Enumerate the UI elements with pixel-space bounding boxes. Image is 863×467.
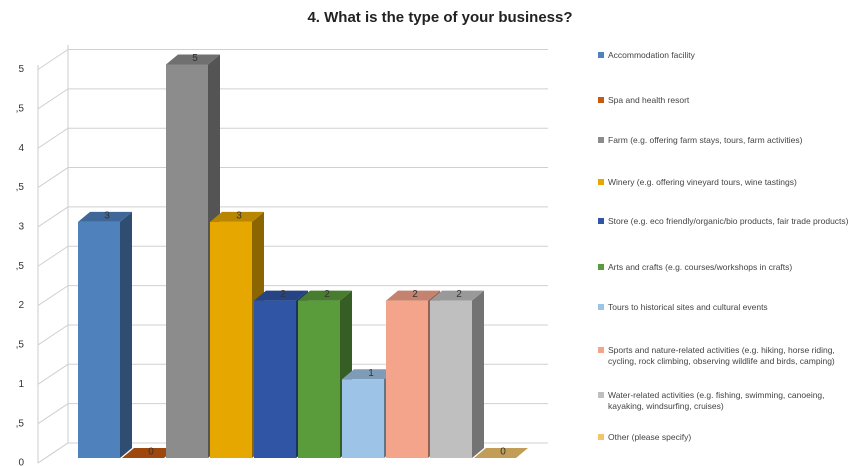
legend-swatch <box>598 137 604 143</box>
y-tick-label: ,5 <box>16 261 25 272</box>
legend-label: Arts and crafts (e.g. courses/workshops … <box>608 262 793 272</box>
legend-label: Sports and nature-related activities (e.… <box>608 345 835 366</box>
legend-entry: Spa and health resort <box>598 95 860 106</box>
data-label: 1 <box>368 368 374 379</box>
bar <box>166 64 208 458</box>
grid-line <box>37 167 548 188</box>
legend-entry: Store (e.g. eco friendly/organic/bio pro… <box>598 216 860 227</box>
grid-line <box>37 127 548 149</box>
legend-swatch <box>598 434 604 440</box>
y-tick-label: 5 <box>18 64 24 75</box>
bar-top <box>342 369 396 380</box>
bar <box>298 300 340 458</box>
bar-top <box>386 290 440 301</box>
legend-entry: Accommodation facility <box>598 50 860 61</box>
data-label: 2 <box>324 289 330 300</box>
data-label: 2 <box>412 289 418 300</box>
bar-top <box>430 290 484 301</box>
legend-label: Store (e.g. eco friendly/organic/bio pro… <box>608 216 849 226</box>
data-label: 2 <box>280 289 286 300</box>
legend-entry: Water-related activities (e.g. fishing, … <box>598 390 860 412</box>
legend-entry: Other (please specify) <box>598 432 860 443</box>
legend-swatch <box>598 179 604 185</box>
bar <box>78 221 120 458</box>
y-tick-label: ,5 <box>16 340 25 351</box>
bar <box>254 300 296 458</box>
bar-top <box>78 211 132 222</box>
y-tick-label: 4 <box>18 143 24 154</box>
legend-label: Water-related activities (e.g. fishing, … <box>608 390 825 411</box>
bar-top <box>298 290 352 301</box>
y-tick-label: ,5 <box>16 103 25 114</box>
bar-top <box>166 54 220 65</box>
legend-label: Winery (e.g. offering vineyard tours, wi… <box>608 177 797 187</box>
legend-entry: Tours to historical sites and cultural e… <box>598 302 860 313</box>
bar-side <box>472 290 484 458</box>
bar <box>430 300 472 458</box>
grid-line <box>37 49 548 70</box>
data-label: 3 <box>236 211 242 222</box>
legend-swatch <box>598 218 604 224</box>
bar-side <box>120 211 132 458</box>
y-tick-label: 0 <box>18 458 24 467</box>
grid-line <box>37 285 548 307</box>
data-label: 2 <box>456 289 462 300</box>
y-tick-label: ,5 <box>16 418 25 429</box>
chart: 4. What is the type of your business? 0,… <box>16 9 573 467</box>
legend-entry: Arts and crafts (e.g. courses/workshops … <box>598 262 860 273</box>
legend-swatch <box>598 97 604 103</box>
data-label: 0 <box>500 447 506 458</box>
legend-swatch <box>598 264 604 270</box>
legend-entry: Sports and nature-related activities (e.… <box>598 345 860 367</box>
y-tick-label: 1 <box>18 379 24 390</box>
legend-swatch <box>598 52 604 58</box>
legend-label: Farm (e.g. offering farm stays, tours, f… <box>608 135 803 145</box>
legend-entry: Winery (e.g. offering vineyard tours, wi… <box>598 177 860 188</box>
grid-line <box>37 245 548 267</box>
bar <box>342 379 384 458</box>
legend-label: Accommodation facility <box>608 50 695 60</box>
data-label: 3 <box>104 211 110 222</box>
bar-top <box>210 211 264 222</box>
legend-swatch <box>598 392 604 398</box>
bar-top <box>474 448 528 458</box>
legend-entry: Farm (e.g. offering farm stays, tours, f… <box>598 135 860 146</box>
y-tick-label: 3 <box>18 222 24 233</box>
data-label: 0 <box>148 447 154 458</box>
data-label: 5 <box>192 53 198 64</box>
legend-label: Tours to historical sites and cultural e… <box>608 302 768 312</box>
legend-swatch <box>598 304 604 310</box>
legend-label: Other (please specify) <box>608 432 692 442</box>
legend-swatch <box>598 347 604 353</box>
bar-top <box>122 448 176 458</box>
y-tick-label: ,5 <box>16 182 25 193</box>
legend-label: Spa and health resort <box>608 95 690 105</box>
grid-line <box>37 88 548 110</box>
bar <box>386 300 428 458</box>
bar-top <box>254 290 308 301</box>
y-tick-label: 2 <box>18 300 24 311</box>
bar <box>210 221 252 458</box>
chart-title: 4. What is the type of your business? <box>307 9 572 26</box>
grid-line <box>37 206 548 228</box>
